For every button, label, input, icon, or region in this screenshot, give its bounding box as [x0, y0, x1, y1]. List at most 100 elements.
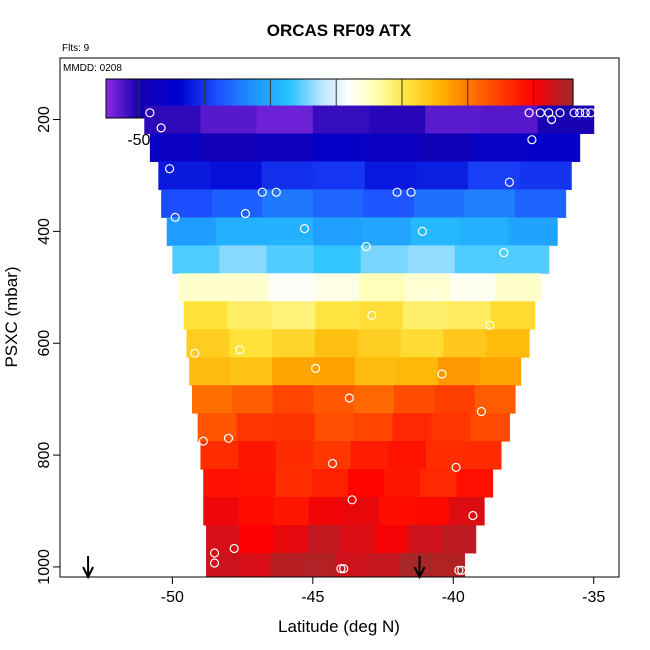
data-point — [190, 348, 200, 358]
colorbar-segment — [526, 79, 531, 118]
data-point — [476, 406, 486, 417]
data-point — [344, 393, 354, 403]
heatmap-cell — [229, 329, 273, 358]
heatmap-cell — [272, 329, 316, 358]
heatmap-cell — [347, 469, 385, 498]
colorbar-segment — [369, 79, 373, 118]
colorbar-segment — [365, 79, 370, 118]
heatmap-cell — [384, 469, 421, 498]
colorbar-segment — [106, 79, 110, 118]
colorbar-segment — [487, 79, 492, 118]
heatmap-cell — [256, 105, 314, 134]
heatmap-cell — [273, 524, 308, 554]
heatmap-cell — [236, 413, 277, 442]
colorbar-segment — [181, 79, 186, 118]
data-point — [198, 436, 208, 446]
colorbar-segment — [332, 79, 337, 118]
colorbar-segment — [500, 79, 505, 118]
colorbar-segment — [296, 79, 301, 118]
colorbar-segment — [395, 79, 400, 118]
heatmap-cell — [413, 189, 465, 218]
colorbar-segment — [392, 79, 397, 118]
colorbar-segment — [553, 79, 558, 118]
colorbar-segment — [378, 79, 383, 118]
colorbar-segment — [503, 79, 508, 118]
x-axis-label: Latitude (deg N) — [278, 617, 400, 636]
heatmap-cell — [495, 273, 541, 302]
colorbar-segment — [132, 79, 137, 118]
data-point — [555, 108, 565, 118]
colorbar-segment — [421, 79, 426, 118]
colorbar-segment — [267, 79, 272, 118]
heatmap-cell — [313, 273, 360, 302]
heatmap-cell — [203, 469, 240, 498]
colorbar-segment — [194, 79, 199, 118]
data-point — [311, 363, 321, 373]
heatmap-cell — [340, 524, 376, 554]
colorbar-segment — [388, 79, 393, 118]
heatmap-cell — [264, 217, 314, 246]
colorbar-segment — [165, 79, 170, 118]
data-point — [580, 108, 590, 118]
colorbar-segment — [175, 79, 179, 118]
heatmap-cell — [350, 441, 389, 470]
colorbar-segment — [507, 79, 512, 118]
heatmap-cell — [416, 161, 469, 190]
colorbar-segment — [375, 79, 380, 118]
colorbar-segment — [217, 79, 222, 118]
heatmap-cell — [449, 497, 485, 526]
heatmap-cell — [459, 217, 509, 246]
colorbar-segment — [428, 79, 433, 118]
colorbar-segment — [201, 79, 206, 118]
data-point — [327, 458, 338, 469]
heatmap-cell — [399, 552, 433, 578]
colorbar-segment — [204, 79, 209, 118]
colorbar-segment — [494, 79, 498, 118]
colorbar-segment — [227, 79, 232, 118]
heatmap-cell — [354, 357, 397, 386]
heatmap-cell — [183, 301, 228, 330]
data-point — [499, 248, 509, 258]
heatmap-cell — [392, 413, 432, 442]
heatmap-cell — [275, 441, 314, 470]
heatmap-cell — [206, 524, 241, 554]
colorbar-segment — [309, 79, 314, 118]
heatmap-cell — [227, 301, 272, 330]
heatmap-cell — [442, 524, 477, 554]
heatmap-cell — [359, 273, 405, 302]
data-point — [546, 114, 557, 125]
heatmap-cell — [238, 441, 277, 470]
colorbar-segment — [152, 79, 156, 118]
heatmap-cell — [368, 105, 426, 134]
heatmap-cell — [413, 497, 450, 526]
heatmap-cell — [388, 441, 427, 470]
colorbar-segment — [135, 79, 140, 118]
colorbar-segment — [207, 79, 212, 118]
colorbar-segment — [171, 79, 176, 118]
heatmap-cell — [393, 385, 435, 414]
heatmap-cell — [353, 413, 394, 442]
data-point — [170, 212, 180, 222]
colorbar-segment — [477, 79, 482, 118]
heatmap-cell — [515, 189, 567, 218]
data-point — [392, 187, 402, 197]
heatmap-cell — [177, 273, 224, 302]
colorbar-segment — [401, 79, 406, 118]
data-point — [229, 543, 239, 554]
colorbar-segment — [523, 79, 528, 118]
heatmap-cell — [273, 497, 310, 526]
colorbar-segment — [138, 79, 143, 118]
colorbar-segment — [362, 79, 367, 118]
colorbar-segment — [355, 79, 360, 118]
colorbar-segment — [549, 79, 554, 118]
colorbar-segment — [543, 79, 548, 118]
colorbar-segment — [415, 79, 420, 118]
colorbar-segment — [119, 79, 124, 118]
colorbar-segment — [418, 79, 423, 118]
heatmap-cell — [314, 329, 359, 358]
colorbar-segment — [480, 79, 485, 118]
colorbar-segment — [211, 79, 216, 118]
colorbar-segment — [234, 79, 239, 118]
colorbar-segment — [148, 79, 153, 118]
heatmap-cell — [239, 469, 277, 498]
